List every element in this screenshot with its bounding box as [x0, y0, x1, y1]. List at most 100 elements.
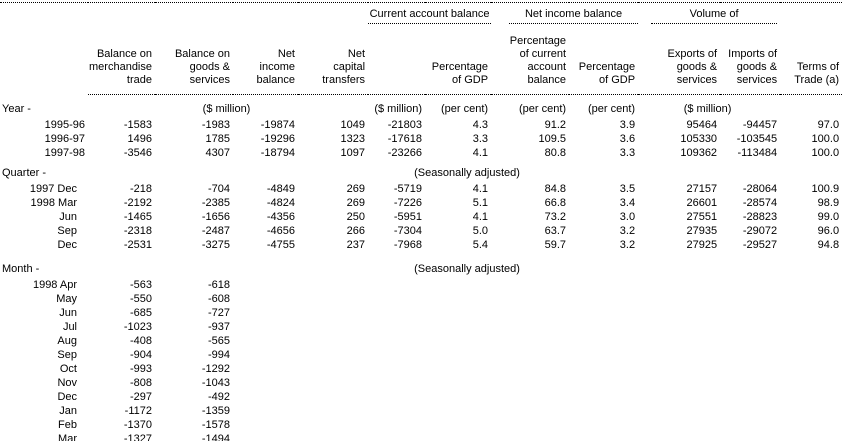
value-cell: 80.8: [544, 147, 567, 159]
empty-cells: [233, 361, 842, 375]
value-cell: -103545: [736, 133, 778, 145]
value-cell: 27157: [686, 183, 718, 195]
value-cell: 100.0: [811, 147, 840, 159]
col-header-imports: Imports of goods & services: [720, 24, 781, 95]
value-cell: -7226: [393, 197, 423, 209]
quarter-section-row: Quarter - (Seasonally adjusted): [0, 159, 842, 181]
value-cell: -1023: [123, 321, 152, 333]
group-label: Net income balance: [509, 8, 639, 24]
group-current-account-balance: Current account balance: [368, 3, 492, 24]
col-header-percentage-of-gdp-2: Percentage of GDP: [569, 24, 639, 95]
value-cell: -28823: [742, 211, 778, 223]
value-cell: 3.3: [472, 133, 489, 145]
value-cell: -17618: [387, 133, 423, 145]
quarter-row: Dec -2531 -3275 -4755 237 -7968 5.4 59.7…: [0, 237, 842, 251]
month-row: 1998 Apr -563 -618: [0, 277, 842, 291]
value-cell: -2531: [123, 239, 152, 251]
period-cell: Oct: [59, 363, 77, 375]
value-cell: -3275: [201, 239, 230, 251]
empty-cells: [233, 291, 842, 305]
value-cell: -1656: [201, 211, 230, 223]
value-cell: 27935: [686, 225, 718, 237]
month-row: Feb -1370 -1578: [0, 417, 842, 431]
value-cell: 269: [346, 183, 366, 195]
value-cell: 3.2: [619, 239, 636, 251]
col-header-cab-amount: [368, 24, 426, 95]
value-cell: -808: [129, 377, 152, 389]
quarter-row: Sep -2318 -2487 -4656 266 -7304 5.0 63.7…: [0, 223, 842, 237]
value-cell: -2487: [201, 225, 230, 237]
period-cell: Jun: [59, 307, 77, 319]
value-cell: 250: [346, 211, 366, 223]
period-cell: May: [56, 293, 77, 305]
value-cell: 1323: [340, 133, 366, 145]
period-cell: Jul: [62, 321, 77, 333]
value-cell: -5719: [393, 183, 423, 195]
empty-cells: [233, 403, 842, 417]
value-cell: 4.1: [472, 183, 489, 195]
section-label-month: Month -: [2, 263, 40, 275]
col-header-net-capital-transfers: Net capital transfers: [298, 24, 369, 95]
value-cell: 97.0: [817, 119, 840, 131]
value-cell: -29527: [742, 239, 778, 251]
value-cell: -4656: [266, 225, 295, 237]
value-cell: 109.5: [538, 133, 567, 145]
value-cell: 3.5: [619, 183, 636, 195]
empty-cells: [233, 333, 842, 347]
units-cab-millions: ($ million): [374, 103, 423, 115]
seasonally-adjusted-note: (Seasonally adjusted): [414, 263, 520, 275]
period-cell: Sep: [57, 225, 77, 237]
value-cell: 1097: [340, 147, 366, 159]
value-cell: 266: [346, 225, 366, 237]
value-cell: -4356: [266, 211, 295, 223]
section-spacer: [88, 159, 368, 181]
value-cell: 27925: [686, 239, 718, 251]
value-cell: 5.1: [472, 197, 489, 209]
period-cell: 1995-96: [44, 119, 85, 131]
seasonally-adjusted-note: (Seasonally adjusted): [414, 167, 520, 179]
value-cell: 3.6: [619, 133, 636, 145]
period-cell: 1997-98: [44, 147, 85, 159]
month-section-row: Month - (Seasonally adjusted): [0, 251, 842, 277]
value-cell: -408: [129, 335, 152, 347]
month-row: Oct -993 -1292: [0, 361, 842, 375]
period-cell: Feb: [58, 419, 77, 431]
period-cell: Mar: [58, 433, 77, 441]
value-cell: 66.8: [544, 197, 567, 209]
value-cell: 4307: [205, 147, 230, 159]
value-cell: 99.0: [817, 211, 840, 223]
empty-cells: [233, 389, 842, 403]
value-cell: 100.9: [811, 183, 840, 195]
value-cell: -563: [129, 279, 152, 291]
value-cell: 3.2: [619, 225, 636, 237]
value-cell: -19874: [260, 119, 295, 131]
value-cell: -4755: [266, 239, 295, 251]
group-spacer: [0, 3, 368, 25]
value-cell: -1465: [123, 211, 152, 223]
value-cell: -685: [129, 307, 152, 319]
quarter-row: 1998 Mar -2192 -2385 -4824 269 -7226 5.1…: [0, 195, 842, 209]
value-cell: -994: [207, 349, 230, 361]
section-spacer: [569, 251, 842, 277]
value-cell: 105330: [680, 133, 718, 145]
value-cell: 59.7: [544, 239, 567, 251]
units-balance-millions: ($ million): [202, 103, 251, 115]
value-cell: -904: [129, 349, 152, 361]
value-cell: 95464: [686, 119, 718, 131]
value-cell: 100.0: [811, 133, 840, 145]
period-cell: Sep: [57, 349, 77, 361]
month-row: Jul -1023 -937: [0, 319, 842, 333]
month-row: Dec -297 -492: [0, 389, 842, 403]
value-cell: -727: [207, 307, 230, 319]
empty-cells: [233, 347, 842, 361]
value-cell: -4849: [266, 183, 295, 195]
value-cell: 109362: [680, 147, 718, 159]
quarter-row: 1997 Dec -218 -704 -4849 269 -5719 4.1 8…: [0, 181, 842, 195]
units-spacer: [780, 95, 842, 118]
section-label-year: Year -: [2, 103, 31, 115]
section-label-quarter: Quarter -: [2, 167, 47, 179]
units-per-cent: (per cent): [587, 103, 636, 115]
period-cell: Aug: [57, 335, 77, 347]
period-cell: Nov: [57, 377, 77, 389]
value-cell: 98.9: [817, 197, 840, 209]
